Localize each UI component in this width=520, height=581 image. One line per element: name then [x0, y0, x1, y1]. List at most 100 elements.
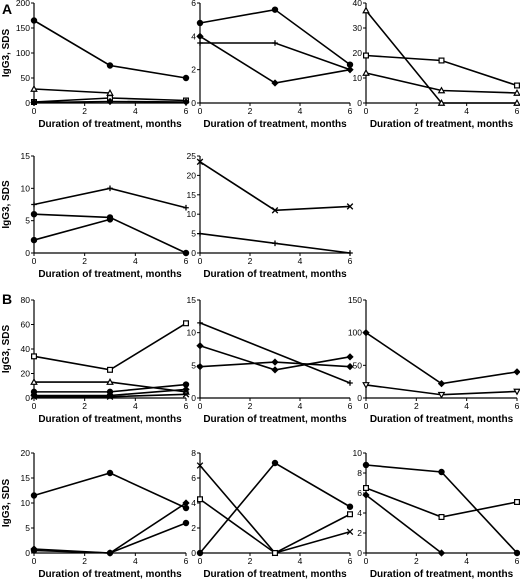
x-tick-label: 4 [298, 556, 303, 566]
y-tick-label: 10 [187, 328, 197, 338]
data-point-triangle [30, 84, 38, 92]
y-tick-label: 15 [187, 190, 197, 200]
y-tick-label: 2 [191, 523, 196, 533]
data-point-plus [272, 40, 278, 46]
x-tick-label: 6 [348, 556, 353, 566]
x-tick-label: 4 [464, 401, 469, 411]
y-tick-label: 0 [191, 393, 196, 403]
y-tick-label: 5 [25, 523, 30, 533]
x-tick-label: 6 [515, 556, 520, 566]
data-point-circle [196, 19, 204, 27]
data-point-plus [347, 380, 353, 386]
y-tick-label: 10 [353, 448, 363, 458]
data-point-triangle [437, 86, 446, 94]
data-point-triangle [513, 88, 520, 96]
series-line [199, 322, 351, 384]
x-tick-label: 4 [133, 106, 138, 116]
data-point-diamond [182, 98, 190, 106]
series-line [365, 464, 518, 554]
x-tick-label: 4 [133, 256, 138, 266]
y-tick-label: 0 [357, 98, 362, 108]
data-point-triangle [106, 88, 114, 96]
y-tick-label: 0 [25, 548, 30, 558]
y-tick-label: 20 [21, 448, 31, 458]
data-point-diamond [182, 499, 190, 507]
data-point-square [438, 513, 445, 520]
x-tick-label: 4 [298, 106, 303, 116]
x-axis-title: Duration of treatment, months [38, 119, 182, 130]
y-tick-label: 100 [348, 328, 362, 338]
data-point-triangle [513, 98, 520, 106]
data-point-diamond [437, 549, 446, 557]
y-tick-label: 20 [187, 170, 197, 180]
data-point-square [197, 496, 204, 503]
x-tick-label: 0 [364, 106, 369, 116]
x-axis-title: Duration of treatment, months [370, 569, 514, 580]
data-point-diamond [196, 362, 204, 371]
y-tick-label: 5 [191, 229, 196, 239]
y-tick-label: 5 [191, 360, 196, 370]
data-point-triangle [106, 378, 114, 385]
x-tick-label: 2 [82, 556, 87, 566]
data-point-square [513, 82, 520, 89]
y-tick-label: 4 [357, 508, 362, 518]
y-tick-label: 50 [21, 73, 31, 83]
x-tick-label: 2 [82, 256, 87, 266]
x-tick-label: 0 [32, 106, 37, 116]
series-line [365, 332, 518, 385]
data-point-diamond [106, 97, 114, 106]
data-point-plus [107, 185, 113, 192]
y-tick-label: 15 [187, 295, 197, 305]
x-tick-label: 0 [364, 401, 369, 411]
data-point-diamond [271, 358, 279, 366]
data-point-x [346, 528, 354, 536]
x-tick-label: 0 [32, 256, 37, 266]
y-tick-label: 8 [357, 468, 362, 478]
x-tick-label: 0 [32, 556, 37, 566]
series-line [365, 494, 442, 554]
data-point-diamond [513, 368, 520, 376]
x-tick-label: 2 [414, 401, 419, 411]
data-point-square [513, 499, 520, 506]
data-point-triangle-down [362, 382, 370, 389]
y-tick-label: 50 [353, 360, 363, 370]
x-axis-title: Duration of treatment, months [370, 119, 514, 130]
data-point-circle [106, 216, 114, 223]
data-point-plus [197, 230, 203, 237]
y-tick-label: 60 [21, 320, 31, 330]
data-point-diamond [437, 379, 446, 388]
data-point-diamond [182, 385, 190, 394]
x-tick-label: 6 [348, 401, 353, 411]
data-point-triangle-down [437, 391, 446, 399]
x-tick-label: 6 [348, 106, 353, 116]
x-tick-label: 2 [414, 106, 419, 116]
series-line [33, 322, 187, 371]
y-tick-label: 200 [16, 0, 30, 8]
data-point-plus [31, 201, 37, 208]
x-tick-label: 2 [82, 401, 87, 411]
y-tick-label: 4 [191, 31, 196, 41]
panel-label-b: B [2, 291, 12, 307]
x-axis-title: Duration of treatment, months [203, 119, 347, 130]
series-line [33, 187, 187, 209]
series-line [33, 19, 187, 79]
series-line [199, 461, 351, 554]
y-tick-label: 30 [353, 23, 363, 33]
y-tick-label: 40 [353, 0, 363, 8]
data-point-plus [197, 320, 203, 326]
data-point-plus [347, 250, 353, 256]
data-point-circle [362, 461, 370, 469]
y-tick-label: 100 [16, 48, 30, 58]
data-point-x [196, 462, 204, 469]
data-point-triangle [362, 68, 370, 76]
data-point-diamond [346, 362, 354, 371]
data-point-square [363, 485, 370, 492]
data-point-plus [183, 204, 189, 211]
data-point-circle [30, 547, 38, 554]
